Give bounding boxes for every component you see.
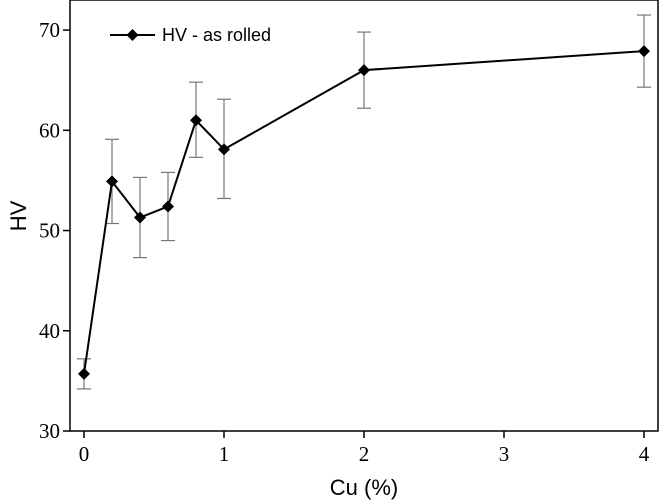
data-point [78, 367, 90, 380]
y-tick-label: 40 [39, 319, 60, 343]
data-point [162, 200, 174, 213]
data-point [106, 175, 118, 188]
x-tick-label: 3 [499, 442, 510, 466]
x-tick-label: 4 [639, 442, 650, 466]
y-tick-label: 30 [39, 419, 60, 443]
data-point [134, 211, 146, 224]
series-line [83, 50, 645, 375]
y-axis-title: HV [6, 200, 31, 231]
x-axis-title: Cu (%) [330, 475, 398, 500]
data-point [358, 64, 370, 77]
y-tick-label: 50 [39, 219, 60, 243]
data-point [218, 143, 230, 156]
data-point [190, 114, 202, 127]
legend: HV - as rolled [110, 25, 271, 45]
plot-area: 0 1 2 3 4 30 40 50 60 70 [39, 0, 659, 466]
data-point [638, 45, 650, 58]
y-tick-label: 60 [39, 118, 60, 142]
x-tick-label: 0 [79, 442, 90, 466]
y-tick-label: 70 [39, 18, 60, 42]
y-axis: 30 40 50 60 70 [39, 18, 70, 443]
legend-diamond-marker [126, 29, 139, 41]
x-axis: 0 1 2 3 4 [79, 431, 650, 466]
data-markers [78, 45, 650, 380]
x-tick-label: 2 [359, 442, 370, 466]
x-tick-label: 1 [219, 442, 230, 466]
series-line-group [83, 50, 645, 375]
legend-label: HV - as rolled [162, 25, 271, 45]
